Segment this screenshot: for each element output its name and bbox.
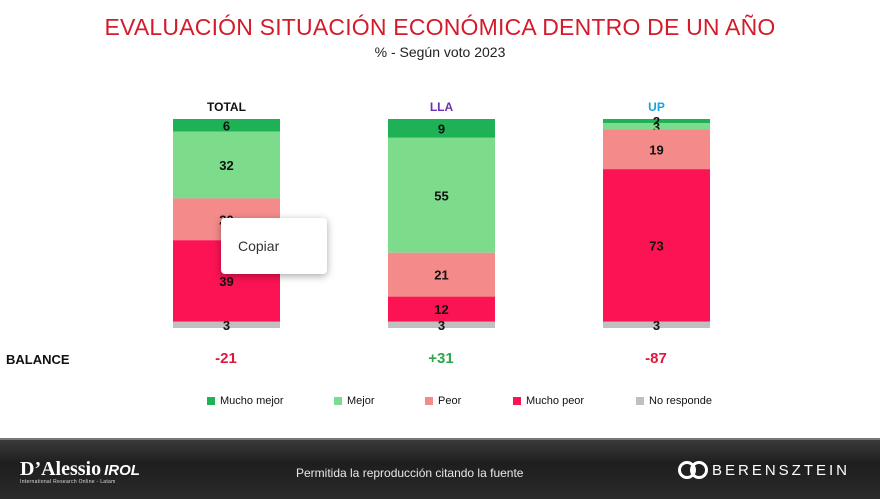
label-up-no-responde: 3 (653, 318, 660, 333)
berensztein-mark-icon (678, 460, 708, 480)
legend-mucho-peor: Mucho peor (513, 395, 584, 407)
label-lla-mucho-mejor: 9 (438, 121, 445, 136)
dalessio-logo: D’Alessio IROL International Research Onl… (20, 458, 140, 485)
bar-up-mejor (603, 123, 710, 130)
label-lla-mucho-peor: 12 (434, 302, 448, 317)
legend-swatch-peor (425, 397, 433, 405)
column-header-up: UP (648, 100, 665, 114)
legend-swatch-mucho-mejor (207, 397, 215, 405)
bar-lla-mucho-mejor (388, 119, 495, 138)
label-total-mucho-peor: 39 (219, 274, 233, 289)
column-header-lla: LLA (430, 100, 454, 114)
context-menu: Copiar (221, 218, 327, 274)
label-lla-mejor: 55 (434, 188, 448, 203)
bar-up-peor (603, 129, 710, 170)
chart-legend: Mucho mejor Mejor Peor Mucho peor No res… (0, 395, 880, 411)
label-total-no-responde: 3 (223, 318, 230, 333)
label-up-peor: 19 (649, 142, 663, 157)
legend-swatch-mucho-peor (513, 397, 521, 405)
bar-up-mucho-mejor (603, 119, 710, 124)
legend-label-no-responde: No responde (649, 395, 712, 407)
copy-menu-item[interactable]: Copiar (238, 238, 280, 254)
chart-title: EVALUACIÓN SITUACIÓN ECONÓMICA DENTRO DE… (104, 14, 776, 40)
bar-total-no-responde (173, 321, 280, 328)
legend-swatch-no-responde (636, 397, 644, 405)
logo-left-name: D’Alessio (20, 458, 102, 480)
label-lla-no-responde: 3 (438, 318, 445, 333)
balance-label: BALANCE (6, 352, 70, 367)
legend-no-responde: No responde (636, 395, 712, 407)
label-total-mucho-mejor: 6 (223, 118, 230, 133)
bar-lla-peor (388, 252, 495, 297)
legend-label-mucho-peor: Mucho peor (526, 395, 585, 407)
legend-swatch-mejor (334, 397, 342, 405)
balance-total: -21 (215, 350, 237, 367)
legend-peor: Peor (425, 395, 461, 407)
label-lla-peor: 21 (434, 268, 448, 283)
label-up-mejor: 3 (653, 119, 660, 134)
footer: D’Alessio IROL International Research Onl… (0, 438, 880, 499)
balance-lla: +31 (428, 350, 454, 367)
balance-up: -87 (645, 350, 667, 367)
chart-subtitle: % - Según voto 2023 (374, 44, 506, 60)
bar-up-no-responde (603, 321, 710, 328)
logo-right-name: BERENSZTEIN (712, 461, 851, 479)
berensztein-logo: BERENSZTEIN (678, 460, 850, 480)
label-up-mucho-peor: 73 (649, 238, 663, 253)
footer-text: Permitida la reproducción citando la fue… (296, 466, 524, 480)
bar-up-mucho-peor (603, 169, 710, 322)
bar-total-mejor (173, 131, 280, 199)
label-up-mucho-mejor: 2 (653, 114, 660, 129)
column-header-total: TOTAL (207, 100, 246, 114)
bar-total-mucho-mejor (173, 119, 280, 132)
bar-lla-no-responde (388, 321, 495, 328)
legend-mucho-mejor: Mucho mejor (207, 395, 284, 407)
logo-left-tagline: International Research Online - Latam (20, 479, 116, 485)
bar-lla-mejor (388, 137, 495, 253)
label-total-mejor: 32 (219, 158, 233, 173)
legend-label-mejor: Mejor (347, 395, 375, 407)
legend-label-peor: Peor (438, 395, 462, 407)
legend-mejor: Mejor (334, 395, 375, 407)
logo-left-suffix: IROL (104, 462, 140, 479)
legend-label-mucho-mejor: Mucho mejor (220, 395, 284, 407)
bar-lla-mucho-peor (388, 296, 495, 322)
stacked-bar-chart: TOTAL63220393LLA95521123UP2319733 (173, 100, 710, 333)
